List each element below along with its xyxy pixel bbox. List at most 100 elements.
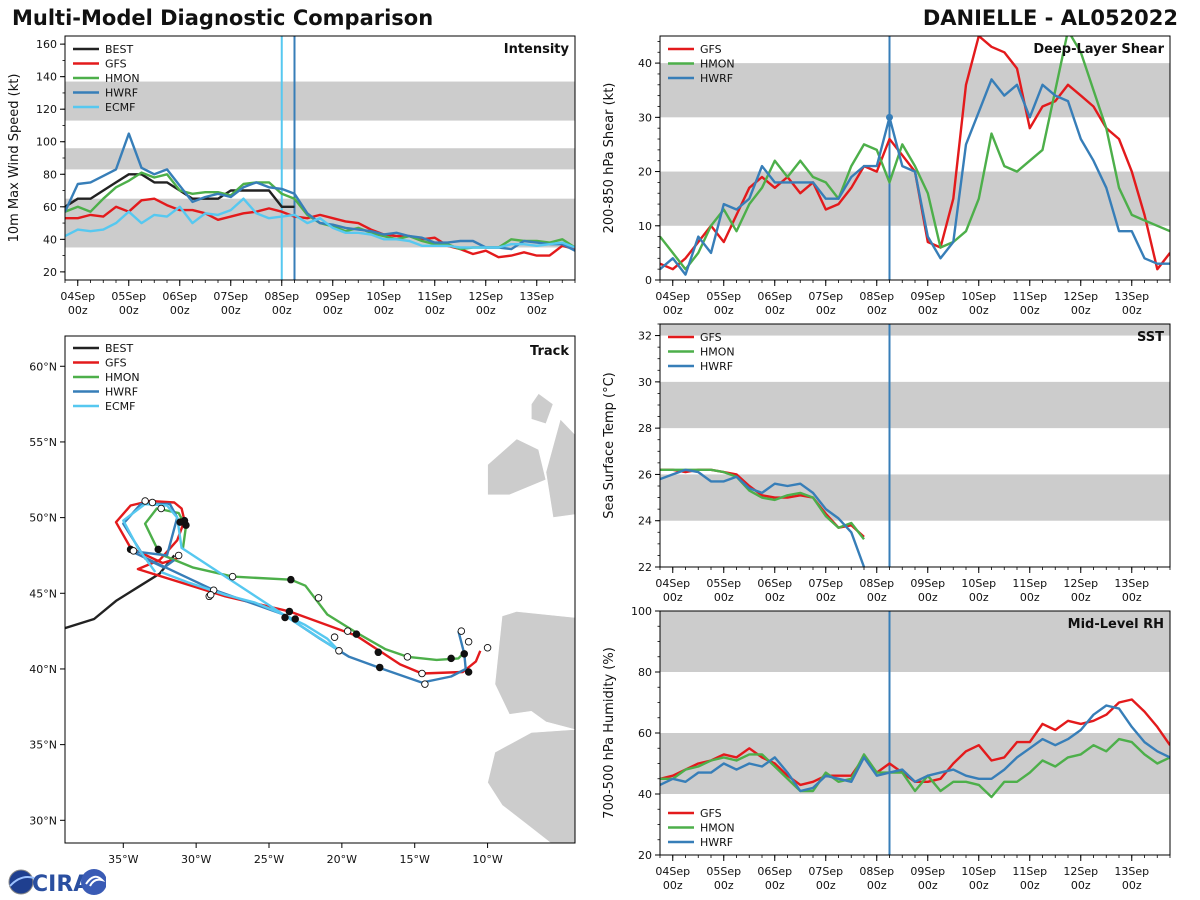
intensity-series-ecmf (65, 197, 575, 249)
track-frame (64, 335, 576, 844)
sst-xtick-day: 05Sep (706, 577, 741, 590)
shear-xtick-day: 13Sep (1114, 290, 1149, 303)
rh-xtick-hour: 00z (1122, 879, 1142, 892)
sst-ytick-label: 28 (638, 422, 652, 435)
shear-ytick-label: 30 (638, 111, 652, 124)
rh-ytick-label: 60 (638, 727, 652, 740)
sst-series-hwrf (660, 468, 866, 567)
track-marker (374, 648, 383, 657)
cira-logo: CIRA (8, 869, 106, 897)
track-marker (157, 504, 165, 513)
shear-xtick-hour: 00z (867, 304, 887, 317)
sst-xtick-day: 13Sep (1114, 577, 1149, 590)
intensity-xtick-hour: 00z (68, 304, 88, 317)
track-marker (403, 653, 412, 661)
sst-ylabel: Sea Surface Temp (°C) (602, 372, 617, 519)
shear-xtick-hour: 00z (969, 304, 989, 317)
sst-xtick-hour: 00z (765, 591, 785, 604)
shear-legend-label-hwrf: HWRF (700, 72, 733, 85)
track-gfs (114, 499, 482, 675)
rh-ytick-label: 40 (638, 788, 652, 801)
intensity-xtick-hour: 00z (221, 304, 241, 317)
intensity-xtick-hour: 00z (476, 304, 496, 317)
shear-xtick-day: 06Sep (757, 290, 792, 303)
sst-ytick-label: 24 (638, 515, 652, 528)
track-marker (154, 545, 163, 554)
intensity-xtick-day: 05Sep (111, 290, 146, 303)
intensity-xtick-day: 04Sep (60, 290, 95, 303)
intensity-xtick-hour: 00z (170, 304, 190, 317)
track-marker (129, 547, 138, 555)
intensity-xtick-day: 11Sep (417, 290, 452, 303)
track-marker (343, 627, 352, 635)
track-marker (281, 613, 289, 622)
shear-xtick-day: 07Sep (808, 290, 843, 303)
shear-current-point (886, 113, 893, 121)
sst-ytick-label: 30 (638, 376, 652, 389)
track-marker (375, 663, 384, 672)
track-marker (464, 637, 473, 646)
sst-legend-label-hmon: HMON (700, 346, 735, 359)
track-marker (228, 572, 237, 581)
rh-ylabel: 700-500 hPa Humidity (%) (602, 647, 617, 819)
sst-ytick-label: 32 (638, 330, 652, 343)
track-marker (335, 647, 343, 655)
track-marker (352, 630, 361, 638)
shear-series-hmon (660, 36, 1170, 271)
shear-xtick-hour: 00z (1071, 304, 1091, 317)
shear-band (660, 63, 1170, 118)
intensity-xtick-day: 10Sep (366, 290, 401, 303)
rh-xtick-hour: 00z (714, 879, 734, 892)
rh-legend-label-hmon: HMON (700, 822, 735, 835)
track-xtick-label: 10°W (472, 853, 502, 866)
rh-xtick-day: 07Sep (808, 865, 843, 878)
land-mass (545, 418, 575, 518)
sst-xtick-hour: 00z (867, 591, 887, 604)
shear-xtick-day: 08Sep (859, 290, 894, 303)
intensity-band (65, 81, 575, 121)
intensity-xtick-hour: 00z (323, 304, 343, 317)
shear-series-hwrf (660, 78, 1170, 276)
shear-title: Deep-Layer Shear (1033, 42, 1164, 57)
track-legend-label-best: BEST (105, 342, 133, 355)
intensity-ytick-label: 120 (36, 103, 57, 116)
sst-legend-label-hwrf: HWRF (700, 360, 733, 373)
intensity-series-gfs (65, 197, 575, 259)
rh-series-hwrf (660, 704, 1170, 793)
track-best (65, 554, 176, 630)
shear-xtick-hour: 00z (714, 304, 734, 317)
track-marker (148, 498, 157, 507)
rh-xtick-day: 08Sep (859, 865, 894, 878)
sst-legend-label-gfs: GFS (700, 331, 722, 344)
intensity-ytick-label: 40 (43, 233, 57, 246)
rh-xtick-day: 11Sep (1012, 865, 1047, 878)
rh-band (660, 611, 1170, 672)
track-marker (291, 615, 299, 623)
track-marker (421, 680, 429, 688)
track-marker (287, 575, 295, 584)
intensity-xtick-day: 12Sep (468, 290, 503, 303)
sst-band (660, 381, 1170, 429)
sst-xtick-day: 04Sep (655, 577, 690, 590)
shear-xtick-hour: 00z (663, 304, 683, 317)
shear-xtick-hour: 00z (1122, 304, 1142, 317)
track-xtick-label: 30°W (181, 853, 211, 866)
track-marker (464, 668, 473, 676)
rh-chart: 2040608010004Sep00z05Sep00z06Sep00z07Sep… (602, 605, 1171, 892)
track-marker (174, 551, 183, 560)
sst-xtick-hour: 00z (918, 591, 938, 604)
rh-legend-label-gfs: GFS (700, 807, 722, 820)
track-ytick-label: 45°N (29, 587, 57, 600)
track-marker (447, 654, 455, 663)
track-ytick-label: 50°N (29, 512, 57, 525)
intensity-xtick-day: 08Sep (264, 290, 299, 303)
sst-xtick-day: 06Sep (757, 577, 792, 590)
sst-xtick-hour: 00z (1020, 591, 1040, 604)
sst-xtick-day: 07Sep (808, 577, 843, 590)
intensity-ytick-label: 60 (43, 201, 57, 214)
track-legend-label-hmon: HMON (105, 371, 140, 384)
shear-xtick-day: 11Sep (1012, 290, 1047, 303)
intensity-legend-label-hmon: HMON (105, 72, 140, 85)
rh-xtick-hour: 00z (918, 879, 938, 892)
land-mass (530, 393, 554, 425)
